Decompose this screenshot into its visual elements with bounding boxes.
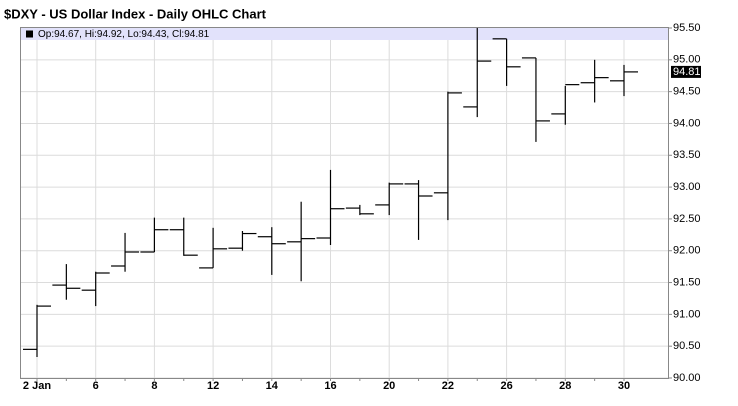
y-tick-label: 95.50 [673, 22, 701, 34]
plot-area [20, 27, 669, 379]
ohlc-bar [492, 38, 521, 86]
x-tick-label: 8 [151, 380, 157, 392]
y-tick-label: 91.00 [673, 308, 701, 320]
ohlc-bar [463, 28, 492, 118]
y-tick-label: 93.50 [673, 149, 701, 161]
y-tick-label: 92.50 [673, 213, 701, 225]
ohlc-bar [345, 204, 374, 216]
y-tick-label: 92.00 [673, 245, 701, 257]
ohlc-bar [52, 264, 81, 300]
x-tick-label: 2 Jan [23, 380, 51, 392]
y-tick-label: 90.50 [673, 340, 701, 352]
info-banner [21, 28, 668, 40]
x-tick-label: 6 [93, 380, 99, 392]
info-icon [26, 30, 33, 38]
x-tick-label: 22 [442, 380, 454, 392]
ohlc-bar [404, 180, 433, 240]
x-tick-label: 14 [266, 380, 279, 392]
ohlc-bar [433, 91, 462, 221]
ohlc-bar [316, 169, 345, 245]
ohlc-bar [199, 227, 228, 269]
last-price-badge [671, 65, 701, 78]
ohlc-bar [228, 231, 257, 251]
ohlc-bar [521, 57, 550, 142]
y-tick-label: 94.00 [673, 117, 701, 129]
x-tick-label: 30 [618, 380, 630, 392]
ohlc-bar [287, 201, 316, 282]
x-tick-label: 20 [383, 380, 395, 392]
y-tick-label: 93.00 [673, 181, 701, 193]
ohlc-bar [140, 217, 169, 253]
x-tick-label: 16 [324, 380, 336, 392]
ohlc-bar [580, 59, 609, 103]
ohlc-bar [23, 304, 51, 357]
marks [23, 28, 638, 357]
ohlc-bar [257, 227, 286, 275]
x-tick-label: 28 [559, 380, 571, 392]
ohlc-bar [610, 64, 638, 97]
plot-frame [20, 27, 669, 379]
ohlc-bar [551, 84, 580, 125]
chart-title: $DXY - US Dollar Index - Daily OHLC Char… [4, 6, 267, 21]
ohlc-bar [111, 232, 140, 272]
last-price-label: 94.81 [673, 66, 701, 78]
ohlc-bar [169, 217, 198, 256]
y-tick-label: 94.50 [673, 86, 701, 98]
y-tick-label: 91.50 [673, 276, 701, 288]
x-tick-label: 12 [207, 380, 219, 392]
y-tick-label: 95.00 [673, 54, 701, 66]
x-tick-label: 26 [500, 380, 512, 392]
ohlc-bar [81, 271, 110, 307]
info-label: Op:94.67, Hi:94.92, Lo:94.43, Cl:94.81 [38, 29, 210, 40]
ohlc-bar [375, 182, 404, 216]
y-tick-label: 90.00 [673, 372, 701, 384]
